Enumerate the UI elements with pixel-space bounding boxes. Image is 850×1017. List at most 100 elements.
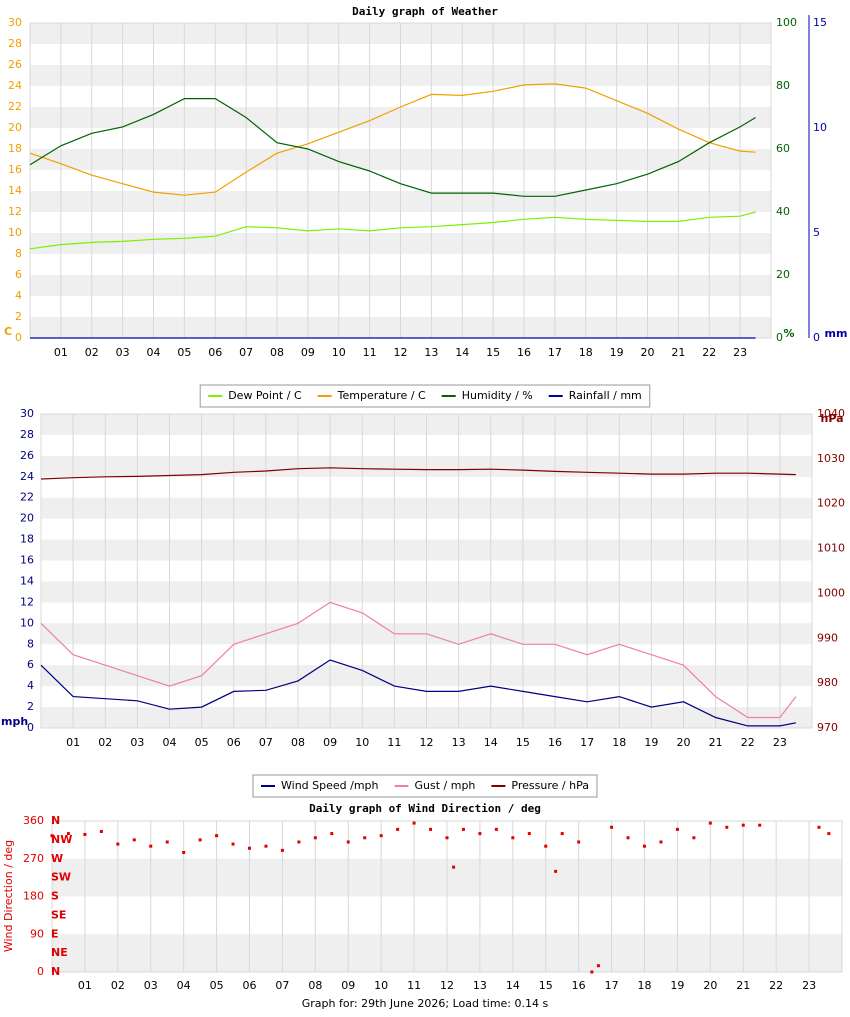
x-tick-label: 10 bbox=[374, 979, 388, 992]
point bbox=[817, 825, 821, 829]
x-tick-label: 23 bbox=[733, 346, 747, 359]
x-tick-label: 09 bbox=[323, 736, 337, 749]
y-tick-label: 6 bbox=[15, 268, 22, 281]
x-tick-label: 07 bbox=[239, 346, 253, 359]
point bbox=[264, 844, 268, 848]
y-tick-label: 24 bbox=[8, 79, 22, 92]
axis-label: % bbox=[783, 327, 794, 340]
compass-label: NE bbox=[51, 946, 68, 959]
axis-label: mm bbox=[825, 327, 848, 340]
point bbox=[297, 840, 301, 844]
x-tick-label: 06 bbox=[227, 736, 241, 749]
y-tick-label: 990 bbox=[817, 631, 838, 644]
x-tick-label: 17 bbox=[548, 346, 562, 359]
point bbox=[675, 827, 679, 831]
compass-label: N bbox=[51, 965, 60, 978]
point bbox=[248, 846, 251, 850]
x-tick-label: 05 bbox=[195, 736, 209, 749]
y-tick-label: 18 bbox=[20, 533, 34, 546]
point bbox=[363, 836, 367, 840]
x-tick-label: 11 bbox=[363, 346, 377, 359]
x-tick-label: 22 bbox=[741, 736, 755, 749]
x-tick-label: 19 bbox=[644, 736, 658, 749]
point bbox=[116, 842, 120, 846]
point bbox=[346, 840, 350, 844]
y-tick-label: 8 bbox=[27, 637, 34, 650]
legend-label: Humidity / % bbox=[462, 389, 533, 402]
chart-title: Daily graph of Weather bbox=[352, 5, 498, 18]
y-tick-label: 10 bbox=[8, 226, 22, 239]
x-tick-label: 08 bbox=[270, 346, 284, 359]
x-tick-label: 05 bbox=[177, 346, 191, 359]
x-tick-label: 14 bbox=[455, 346, 469, 359]
compass-label: S bbox=[51, 890, 59, 903]
point bbox=[544, 844, 548, 848]
point bbox=[452, 865, 456, 869]
x-tick-label: 11 bbox=[387, 736, 401, 749]
x-tick-label: 12 bbox=[440, 979, 454, 992]
x-tick-label: 16 bbox=[572, 979, 586, 992]
x-tick-label: 02 bbox=[98, 736, 112, 749]
point bbox=[708, 821, 712, 825]
x-tick-label: 03 bbox=[144, 979, 158, 992]
series-line bbox=[40, 601, 797, 719]
footer: Graph for: 29th June 2026; Load time: 0.… bbox=[302, 997, 549, 1010]
y-tick-label: 15 bbox=[813, 16, 827, 29]
point bbox=[330, 832, 334, 836]
x-tick-label: 21 bbox=[736, 979, 750, 992]
y-tick-label: 14 bbox=[8, 184, 22, 197]
x-tick-label: 18 bbox=[612, 736, 626, 749]
legend-label: Dew Point / C bbox=[228, 389, 302, 402]
axis-label: Wind Direction / deg bbox=[2, 840, 15, 952]
x-tick-label: 06 bbox=[208, 346, 222, 359]
point bbox=[280, 848, 284, 852]
y-tick-label: 1010 bbox=[817, 542, 845, 555]
x-tick-label: 08 bbox=[308, 979, 322, 992]
y-tick-label: 1000 bbox=[817, 586, 845, 599]
compass-label: E bbox=[51, 927, 59, 940]
point bbox=[577, 840, 581, 844]
x-tick-label: 19 bbox=[610, 346, 624, 359]
y-tick-label: 100 bbox=[776, 16, 797, 29]
y-tick-label: 60 bbox=[776, 142, 790, 155]
series-line bbox=[40, 467, 796, 480]
x-tick-label: 08 bbox=[291, 736, 305, 749]
point bbox=[313, 836, 317, 840]
x-tick-label: 18 bbox=[638, 979, 652, 992]
x-tick-label: 21 bbox=[671, 346, 685, 359]
point bbox=[827, 832, 831, 836]
x-tick-label: 01 bbox=[54, 346, 68, 359]
point bbox=[610, 825, 614, 829]
series-line bbox=[29, 211, 756, 250]
y-tick-label: 2 bbox=[27, 700, 34, 713]
x-tick-label: 15 bbox=[539, 979, 553, 992]
point bbox=[83, 832, 87, 836]
point bbox=[412, 821, 416, 825]
y-tick-label: 26 bbox=[20, 449, 34, 462]
compass-label: SW bbox=[51, 871, 71, 884]
point bbox=[379, 834, 383, 838]
x-tick-label: 13 bbox=[473, 979, 487, 992]
point bbox=[66, 832, 70, 836]
point bbox=[554, 869, 558, 873]
point bbox=[132, 838, 136, 842]
x-tick-label: 15 bbox=[516, 736, 530, 749]
x-tick-label: 14 bbox=[506, 979, 520, 992]
point bbox=[725, 825, 729, 829]
x-tick-label: 05 bbox=[210, 979, 224, 992]
point bbox=[659, 840, 663, 844]
legend-label: Gust / mph bbox=[415, 779, 476, 792]
legend-box bbox=[252, 774, 598, 798]
y-tick-label: 22 bbox=[20, 491, 34, 504]
x-tick-label: 12 bbox=[394, 346, 408, 359]
compass-label: N bbox=[51, 814, 60, 827]
point bbox=[596, 964, 600, 968]
legend-label: Wind Speed /mph bbox=[281, 779, 379, 792]
compass-label: SE bbox=[51, 908, 66, 921]
y-tick-label: 12 bbox=[8, 205, 22, 218]
x-tick-label: 16 bbox=[517, 346, 531, 359]
axis-label: hPa bbox=[820, 412, 843, 425]
legend: Dew Point / C Temperature / C Humidity / %… bbox=[199, 384, 651, 408]
x-tick-label: 02 bbox=[111, 979, 125, 992]
